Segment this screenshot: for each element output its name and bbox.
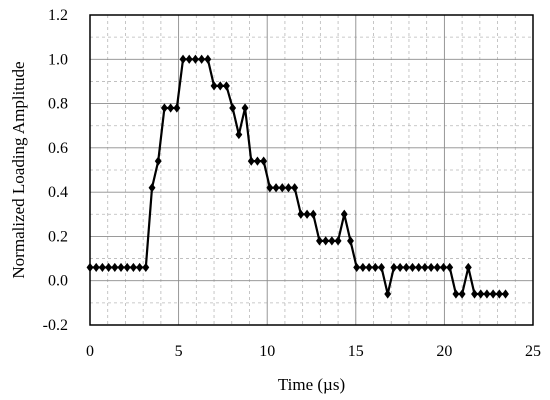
data-point-marker (272, 183, 280, 193)
data-point-marker (489, 289, 497, 299)
data-point-marker (440, 262, 447, 273)
data-point-marker (334, 236, 342, 246)
data-point-marker (464, 262, 472, 273)
y-tick-label: 0.8 (48, 96, 68, 113)
data-point-marker (229, 103, 237, 113)
data-point-marker (502, 289, 509, 299)
data-point-marker (142, 262, 150, 273)
data-point-marker (347, 236, 354, 246)
data-point-marker (402, 262, 410, 273)
x-ticks: 0 5 10 15 20 25 (86, 343, 541, 360)
data-point-marker (222, 81, 230, 91)
data-point-marker (198, 54, 206, 64)
plot-frame (89, 14, 534, 326)
data-point-marker (303, 209, 311, 219)
x-tick-label: 25 (525, 343, 541, 360)
data-point-marker (365, 262, 373, 273)
data-point-marker (86, 262, 94, 273)
data-point-marker (415, 262, 423, 273)
y-axis-title: Normalized Loading Amplitude (9, 61, 28, 278)
data-point-marker (309, 209, 317, 219)
data-point-marker (278, 183, 286, 193)
x-tick-label: 0 (86, 343, 94, 360)
data-point-marker (409, 262, 416, 273)
data-point-marker (297, 209, 305, 219)
data-point-marker (160, 103, 168, 113)
data-point-marker (105, 262, 113, 273)
data-point-marker (340, 209, 348, 219)
data-point-marker (210, 81, 218, 91)
data-point-marker (167, 103, 175, 113)
y-tick-label: 0.2 (48, 228, 68, 245)
x-tick-label: 15 (348, 343, 364, 360)
y-tick-label: 0.6 (48, 140, 68, 157)
data-point-marker (260, 156, 268, 166)
data-point-marker (98, 262, 106, 273)
data-point-marker (452, 289, 460, 299)
data-point-marker (254, 156, 261, 166)
y-tick-label: 1.0 (48, 51, 68, 68)
x-axis-title: Time (µs) (278, 375, 345, 394)
data-point-marker (328, 236, 336, 246)
data-point-marker (427, 262, 435, 273)
data-point-marker (266, 183, 274, 193)
data-point-marker (390, 262, 398, 273)
data-point-marker (241, 103, 249, 113)
data-point-marker (204, 54, 212, 64)
data-point-marker (136, 262, 144, 273)
data-point-marker (92, 262, 100, 273)
data-point-marker (173, 103, 181, 113)
data-point-marker (111, 262, 119, 273)
data-point-marker (421, 262, 429, 273)
y-tick-label: -0.2 (43, 317, 68, 334)
data-point-marker (495, 289, 503, 299)
y-tick-label: 1.2 (48, 7, 68, 24)
data-point-marker (235, 129, 243, 140)
y-tick-label: 0.0 (48, 273, 68, 290)
data-point-marker (316, 236, 323, 246)
data-markers (86, 54, 509, 299)
data-point-marker (123, 262, 131, 273)
data-point-marker (396, 262, 404, 273)
data-point-marker (117, 262, 125, 273)
data-point-marker (154, 156, 162, 166)
minor-grid (90, 15, 533, 325)
data-point-marker (247, 156, 255, 166)
data-point-marker (148, 183, 156, 193)
data-point-marker (185, 54, 193, 64)
data-point-marker (378, 262, 385, 273)
data-point-marker (483, 289, 491, 299)
y-ticks: -0.2 0.0 0.2 0.4 0.6 0.8 1.0 1.2 (43, 7, 68, 334)
data-point-marker (179, 54, 187, 64)
data-point-marker (216, 81, 224, 91)
data-point-marker (322, 236, 330, 246)
data-point-marker (371, 262, 379, 273)
x-tick-label: 20 (436, 343, 452, 360)
data-point-marker (384, 289, 392, 299)
x-tick-label: 5 (175, 343, 183, 360)
data-point-marker (285, 183, 292, 193)
data-point-marker (433, 262, 441, 273)
data-point-marker (129, 262, 137, 273)
y-tick-label: 0.4 (48, 184, 68, 201)
data-point-marker (471, 289, 478, 299)
data-point-marker (458, 289, 466, 299)
data-point-marker (291, 183, 299, 193)
data-point-marker (353, 262, 361, 273)
data-point-marker (359, 262, 367, 273)
data-point-marker (446, 262, 454, 273)
data-point-marker (191, 54, 199, 64)
data-point-marker (477, 289, 485, 299)
x-tick-label: 10 (259, 343, 275, 360)
